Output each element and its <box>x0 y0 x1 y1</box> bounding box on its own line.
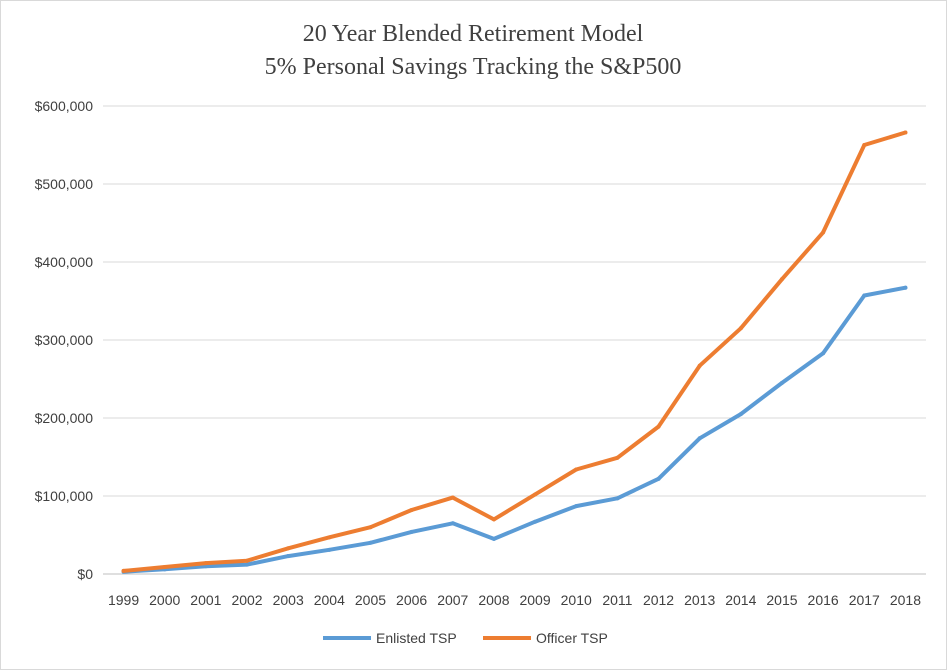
data-point-officer-tsp <box>286 546 291 551</box>
data-point-enlisted-tsp <box>903 285 908 290</box>
y-tick-label: $400,000 <box>35 254 94 270</box>
x-axis: 1999 2000 2001 2002 2003 2004 2005 2006 2007 2008… <box>103 573 926 608</box>
data-point-enlisted-tsp <box>409 529 414 534</box>
x-tick-label: 2003 <box>273 592 304 608</box>
y-tick-label: $100,000 <box>35 488 94 504</box>
chart-subtitle: 5% Personal Savings Tracking the S&P500 <box>265 54 682 80</box>
data-point-officer-tsp <box>738 326 743 331</box>
x-tick-label: 2011 <box>602 592 632 608</box>
data-point-officer-tsp <box>162 564 167 569</box>
series-line-officer-tsp <box>121 130 908 573</box>
x-tick-label: 2000 <box>149 592 180 608</box>
x-tick-label: 2004 <box>314 592 345 608</box>
data-point-enlisted-tsp <box>574 504 579 509</box>
legend-label-enlisted-tsp: Enlisted TSP <box>376 630 457 646</box>
series-line-enlisted-tsp <box>121 285 908 574</box>
data-point-officer-tsp <box>327 535 332 540</box>
data-point-enlisted-tsp <box>533 519 538 524</box>
data-point-enlisted-tsp <box>697 436 702 441</box>
data-point-enlisted-tsp <box>245 562 250 567</box>
data-point-officer-tsp <box>779 277 784 282</box>
data-point-officer-tsp <box>368 525 373 530</box>
data-point-enlisted-tsp <box>738 412 743 417</box>
data-point-officer-tsp <box>821 230 826 235</box>
x-tick-label: 2007 <box>437 592 468 608</box>
data-point-officer-tsp <box>615 455 620 460</box>
data-point-officer-tsp <box>203 561 208 566</box>
data-point-officer-tsp <box>862 143 867 147</box>
x-tick-label: 2018 <box>890 592 921 608</box>
data-point-enlisted-tsp <box>368 540 373 545</box>
data-point-officer-tsp <box>574 467 579 472</box>
y-tick-label: $500,000 <box>35 176 94 192</box>
x-tick-label: 2008 <box>478 592 509 608</box>
data-point-officer-tsp <box>533 492 538 497</box>
x-tick-label: 2015 <box>766 592 797 608</box>
x-tick-label: 2001 <box>190 592 221 608</box>
legend-label-officer-tsp: Officer TSP <box>536 630 608 646</box>
legend: Enlisted TSP Officer TSP <box>323 630 608 646</box>
x-tick-label: 2010 <box>561 592 592 608</box>
y-tick-label: $200,000 <box>35 410 94 426</box>
data-point-officer-tsp <box>697 363 702 368</box>
x-tick-label: 2009 <box>519 592 550 608</box>
gridlines <box>103 105 926 497</box>
x-tick-label: 2002 <box>231 592 262 608</box>
data-point-officer-tsp <box>409 508 414 513</box>
x-tick-label: 2012 <box>643 592 674 608</box>
data-point-enlisted-tsp <box>615 496 620 501</box>
plot-area <box>121 130 908 574</box>
y-tick-label: $300,000 <box>35 332 94 348</box>
data-point-enlisted-tsp <box>327 547 332 552</box>
data-point-enlisted-tsp <box>286 554 291 559</box>
chart-title: 20 Year Blended Retirement Model <box>303 21 644 47</box>
data-point-enlisted-tsp <box>779 380 784 385</box>
data-point-officer-tsp <box>450 495 455 500</box>
data-point-officer-tsp <box>121 568 126 573</box>
y-tick-label: $0 <box>77 566 93 582</box>
x-tick-label: 2014 <box>725 592 756 608</box>
data-point-officer-tsp <box>903 130 908 135</box>
data-point-officer-tsp <box>656 424 661 429</box>
y-axis: $0 $100,000 $200,000 $300,000 $400,000 $500,0… <box>35 98 94 582</box>
data-point-enlisted-tsp <box>450 521 455 526</box>
x-tick-label: 2005 <box>355 592 386 608</box>
data-point-enlisted-tsp <box>656 476 661 481</box>
y-tick-label: $600,000 <box>35 98 94 114</box>
x-tick-label: 2006 <box>396 592 427 608</box>
data-point-enlisted-tsp <box>862 293 867 298</box>
x-tick-label: 2013 <box>684 592 715 608</box>
data-point-officer-tsp <box>245 558 250 563</box>
x-tick-label: 2016 <box>808 592 839 608</box>
x-tick-label: 2017 <box>849 592 880 608</box>
data-point-officer-tsp <box>491 517 496 522</box>
data-point-enlisted-tsp <box>821 351 826 356</box>
x-tick-label: 1999 <box>108 592 139 608</box>
data-point-enlisted-tsp <box>491 536 496 541</box>
